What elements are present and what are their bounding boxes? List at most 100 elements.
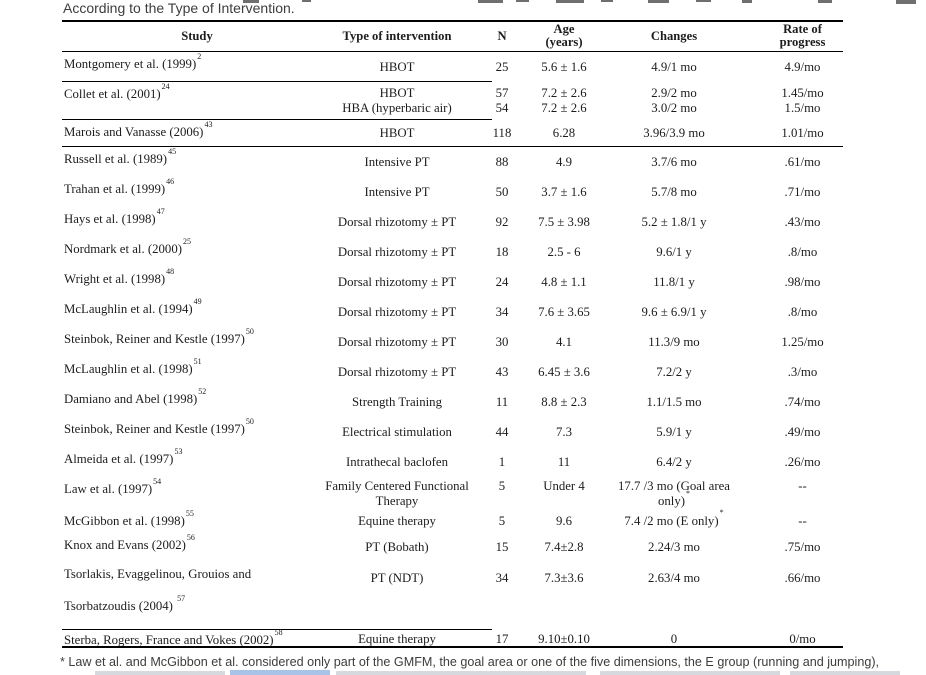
superscript: 53 [174, 446, 183, 456]
age-cell: 3.7 ± 1.6 [541, 177, 586, 207]
text-line: 5.6 ± 1.6 [541, 59, 587, 74]
intervention-cell: Equine therapy [332, 630, 462, 648]
intervention-cell: Intensive PT [332, 177, 462, 207]
study-cell: Russell et al. (1989)45 [62, 147, 332, 177]
table-row: Damiano and Abel (1998)52 Strength Traini… [62, 387, 843, 417]
n-cell: 34 [462, 562, 542, 630]
text-line: Almeida et al. (1997)53 [64, 446, 183, 466]
rate-cell: .71/mo [762, 177, 843, 207]
text-line: 17 [495, 631, 509, 646]
intervention-cell: Dorsal rhizotomy ± PT [332, 207, 462, 237]
table-rule-above-sterba [62, 629, 492, 630]
rate-cell: .98/mo [762, 267, 843, 297]
table-row: Steinbok, Reiner and Kestle (1997)50 Dors… [62, 327, 843, 357]
intervention-cell: PT (Bobath) [332, 533, 462, 562]
text-line: 17.7 /3 mo (Goal area [618, 479, 730, 493]
column-header-intervention: Type of intervention [342, 28, 452, 43]
text-line: 2.63/4 mo [648, 571, 700, 585]
text-line: 3.96/3.9 mo [643, 126, 705, 140]
age-cell: Under 4 [542, 477, 586, 509]
text-line: 18 [495, 244, 509, 259]
text-line: 2.24/3 mo [648, 540, 700, 554]
table-row: Almeida et al. (1997)53 Intrathecal baclo… [62, 447, 843, 477]
text-line: .3/mo [787, 364, 818, 379]
text-line: 4.8 ± 1.1 [541, 274, 587, 289]
study-cell: Knox and Evans (2002)56 [62, 533, 332, 562]
text-line: 4.1 [556, 334, 572, 349]
age-cell: 7.3±3.6 [542, 562, 586, 630]
rate-cell: -- [762, 477, 843, 509]
column-header-age: Age (years) [545, 22, 583, 49]
text-line: Collet et al. (2001)24 [64, 81, 170, 101]
text-line: Dorsal rhizotomy ± PT [337, 364, 457, 379]
text-line: HBOT [379, 126, 415, 140]
changes-cell: 3.96/3.9 mo [586, 120, 762, 147]
n-cell: 57 54 [462, 82, 542, 120]
changes-cell: 0 [586, 630, 762, 648]
text-line: 5.7/8 mo [651, 184, 697, 199]
study-cell: Nordmark et al. (2000)25 [62, 237, 332, 267]
table-body: Montgomery et al. (1999)2 HBOT 25 5.6 ± 1.6… [62, 52, 843, 648]
text-line: 7.3±3.6 [544, 571, 584, 585]
age-cell: 6.28 [542, 120, 586, 147]
text-line: 2.5 - 6 [547, 244, 581, 259]
study-cell: Montgomery et al. (1999)2 [62, 52, 332, 82]
table-header-row: Study Type of intervention N Age (years) … [62, 20, 843, 52]
superscript: 25 [182, 236, 191, 246]
age-cell: 7.5 ± 3.98 [538, 207, 590, 237]
n-cell: 5 [462, 477, 542, 509]
table-row: Russell et al. (1989)45 Intensive PT 88 4.9… [62, 147, 843, 177]
rate-cell: .26/mo [762, 447, 843, 477]
text-line: 15 [495, 540, 509, 554]
text-line: Therapy [375, 494, 419, 508]
age-cell: 11 [542, 447, 586, 477]
rate-cell: .75/mo [762, 533, 843, 562]
text-line: McLaughlin et al. (1998)51 [64, 356, 202, 376]
rate-cell: 1.45/mo 1.5/mo [762, 82, 843, 120]
text-line: 1.45/mo [781, 86, 824, 100]
column-header-study: Study [181, 28, 213, 43]
intervention-cell: Intrathecal baclofen [332, 447, 462, 477]
n-cell: 25 [462, 52, 542, 82]
study-cell: Wright et al. (1998)48 [62, 267, 332, 297]
text-line: 1.1/1.5 mo [646, 394, 702, 409]
text-line: Dorsal rhizotomy ± PT [337, 214, 457, 229]
text-line: .43/mo [784, 214, 821, 229]
text-line: 34 [495, 571, 509, 585]
text-line: 54 [495, 101, 509, 115]
text-line: .75/mo [784, 540, 821, 554]
intervention-cell: Equine therapy [332, 509, 462, 533]
age-cell: 9.10±0.10 [538, 630, 590, 648]
text-line: Hays et al. (1998)47 [64, 206, 165, 226]
table-row: Steinbok, Reiner and Kestle (1997)50 Elec… [62, 417, 843, 447]
column-header-rate: Rate of progress [779, 22, 826, 49]
age-cell: 6.45 ± 3.6 [538, 357, 590, 387]
text-line: Law et al. (1997)54 [64, 476, 162, 496]
text-line: Intensive PT [364, 184, 430, 199]
age-cell: 2.5 - 6 [542, 237, 586, 267]
n-cell: 92 [462, 207, 542, 237]
study-cell: Tsorlakis, Evaggelinou, Grouios and Tsorb… [62, 562, 332, 630]
table-row: Hays et al. (1998)47 Dorsal rhizotomy ± P… [62, 207, 843, 237]
text-line: Dorsal rhizotomy ± PT [337, 334, 457, 349]
text-line: Dorsal rhizotomy ± PT [337, 304, 457, 319]
text-line: Steinbok, Reiner and Kestle (1997)50 [64, 416, 254, 436]
text-line: 88 [495, 154, 509, 169]
n-cell: 24 [462, 267, 542, 297]
intervention-cell: Dorsal rhizotomy ± PT [332, 297, 462, 327]
column-header-changes: Changes [650, 28, 698, 43]
text-line: 11 [557, 454, 571, 469]
superscript: 58 [274, 627, 283, 637]
rate-cell: .8/mo [762, 237, 843, 267]
text-line: Equine therapy [358, 631, 436, 646]
table-row: Marois and Vanasse (2006)43 HBOT 118 6.28 3.… [62, 120, 843, 147]
intervention-cell: PT (NDT) [332, 562, 462, 630]
table-rule-after-collet [62, 119, 492, 120]
changes-cell: 11.8/1 y [586, 267, 762, 297]
text-line: Sterba, Rogers, France and Vokes (2002)5… [64, 627, 283, 647]
rate-cell: 4.9/mo [762, 52, 843, 82]
text-line: .66/mo [784, 571, 821, 585]
rate-cell: .43/mo [762, 207, 843, 237]
table-row: Nordmark et al. (2000)25 Dorsal rhizotomy… [62, 237, 843, 267]
text-line: Trahan et al. (1999)46 [64, 176, 175, 196]
